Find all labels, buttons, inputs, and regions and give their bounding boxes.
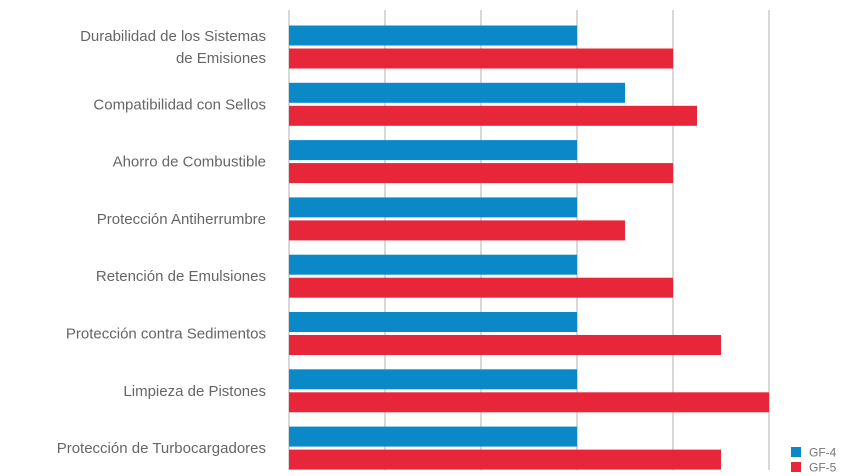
category-label: de Emisiones (176, 50, 266, 67)
bar-gf-4 (289, 25, 577, 46)
legend: GF-4GF-5 (791, 446, 837, 475)
bar-gf-5 (289, 277, 673, 298)
category-labels: Durabilidad de los Sistemas de Emisiones C… (57, 28, 266, 457)
bar-gf-4 (289, 254, 577, 275)
legend-label: GF-4 (809, 446, 837, 460)
category-label: Protección de Turbocargadores (57, 440, 266, 457)
bar-gf-5 (289, 392, 769, 413)
bar-gf-5 (289, 48, 673, 69)
bar-gf-5 (289, 163, 673, 184)
bar-gf-4 (289, 312, 577, 332)
legend-swatch (791, 462, 801, 472)
bar-gf-5 (289, 335, 721, 355)
category-label: Durabilidad de los Sistemas (80, 28, 266, 45)
bar-gf-4 (289, 197, 577, 218)
category-label: Ahorro de Combustible (113, 154, 266, 171)
bar-gf-5 (289, 220, 625, 241)
legend-swatch (791, 447, 801, 457)
bar-gf-4 (289, 140, 577, 161)
category-label: Compatibilidad con Sellos (93, 96, 266, 113)
bar-gf-4 (289, 426, 577, 447)
bar-gf-5 (289, 449, 721, 470)
category-label: Retención de Emulsiones (96, 268, 266, 285)
bar-gf-4 (289, 82, 625, 103)
category-label: Limpieza de Pistones (123, 383, 266, 400)
bars (289, 25, 769, 470)
category-label: Protección contra Sedimentos (66, 326, 266, 343)
category-label: Protección Antiherrumbre (97, 211, 266, 228)
legend-label: GF-5 (809, 461, 837, 475)
bar-gf-4 (289, 369, 577, 390)
bar-gf-5 (289, 105, 697, 126)
